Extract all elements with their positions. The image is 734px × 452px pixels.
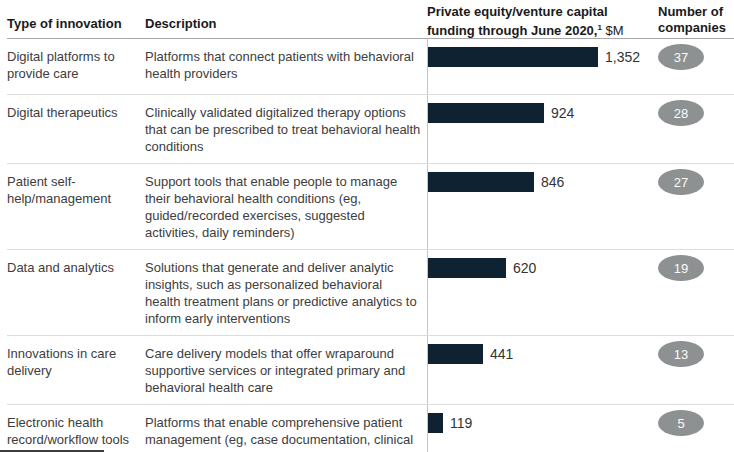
header-companies-line2: companies: [658, 20, 726, 35]
header-funding-unit: $M: [602, 23, 624, 38]
funding-value-label: 1,352: [605, 49, 640, 66]
funding-bar: [428, 172, 534, 192]
table-header-row: Type of innovation Description Private e…: [7, 0, 734, 39]
innovation-description: Platforms that enable comprehensive pati…: [145, 405, 427, 452]
companies-cell: 28: [655, 95, 734, 163]
funding-bar: [428, 47, 598, 67]
header-funding-line2: funding through June 2020,: [427, 23, 597, 38]
companies-badge: 37: [658, 44, 704, 70]
companies-badge: 19: [658, 255, 704, 281]
innovation-description: Solutions that generate and deliver anal…: [145, 250, 427, 335]
funding-value-label: 119: [450, 415, 472, 432]
funding-value-label: 924: [551, 105, 574, 122]
companies-badge: 28: [658, 100, 704, 126]
innovation-type: Innovations in care delivery: [7, 336, 145, 404]
funding-bar-cell: 441: [427, 336, 655, 404]
companies-cell: 5: [655, 405, 734, 452]
innovation-description: Care delivery models that offer wraparou…: [145, 336, 427, 404]
table-row: Digital therapeutics Clinically validate…: [7, 95, 734, 164]
table-row: Electronic health record/workflow tools …: [7, 405, 734, 452]
companies-badge: 13: [658, 341, 704, 367]
header-type-of-innovation: Type of innovation: [7, 16, 145, 39]
funding-value-label: 620: [513, 260, 536, 277]
companies-count: 5: [677, 415, 684, 432]
companies-badge: 27: [658, 169, 704, 195]
companies-badge: 5: [658, 410, 704, 436]
funding-bar-cell: 620: [427, 250, 655, 335]
innovation-type: Patient self-help/management: [7, 164, 145, 249]
exhibit-table: Type of innovation Description Private e…: [0, 0, 734, 452]
funding-bar-cell: 924: [427, 95, 655, 163]
table-row: Patient self-help/management Support too…: [7, 164, 734, 250]
funding-bar: [428, 103, 544, 123]
innovation-type: Electronic health record/workflow tools: [7, 405, 145, 452]
header-number-of-companies: Number ofcompanies: [655, 0, 734, 39]
funding-bar-cell: 119: [427, 405, 655, 452]
companies-cell: 27: [655, 164, 734, 249]
table-row: Data and analytics Solutions that genera…: [7, 250, 734, 336]
companies-count: 28: [674, 105, 688, 122]
funding-bar-cell: 846: [427, 164, 655, 249]
companies-cell: 19: [655, 250, 734, 335]
companies-count: 37: [674, 49, 688, 66]
funding-bar: [428, 413, 443, 433]
funding-value-label: 441: [490, 346, 513, 363]
companies-count: 27: [674, 174, 688, 191]
header-funding-line1: Private equity/venture capital: [427, 4, 608, 19]
companies-count: 19: [674, 260, 688, 277]
funding-bar: [428, 344, 483, 364]
companies-cell: 13: [655, 336, 734, 404]
table-row: Innovations in care delivery Care delive…: [7, 336, 734, 405]
header-description: Description: [145, 16, 427, 39]
companies-count: 13: [674, 346, 688, 363]
header-companies-line1: Number of: [658, 4, 723, 19]
innovation-type: Digital therapeutics: [7, 95, 145, 163]
innovation-type: Digital platforms to provide care: [7, 39, 145, 94]
innovation-description: Platforms that connect patients with beh…: [145, 39, 427, 94]
funding-bar: [428, 258, 506, 278]
table-row: Digital platforms to provide care Platfo…: [7, 39, 734, 95]
innovation-type: Data and analytics: [7, 250, 145, 335]
companies-cell: 37: [655, 39, 734, 94]
innovation-description: Clinically validated digitalized therapy…: [145, 95, 427, 163]
funding-value-label: 846: [541, 174, 564, 191]
innovation-description: Support tools that enable people to mana…: [145, 164, 427, 249]
header-funding: Private equity/venture capital funding th…: [427, 0, 655, 39]
funding-bar-cell: 1,352: [427, 39, 655, 94]
